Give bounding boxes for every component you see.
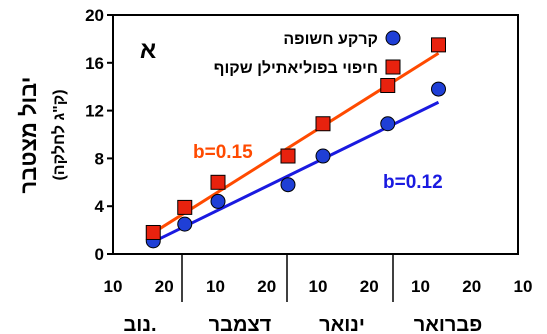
- y-tick-label-2: 8: [95, 149, 104, 168]
- y-tick-label-3: 12: [85, 102, 104, 121]
- trendline-label-mulch: b=0.15: [193, 142, 253, 163]
- point-s1-0: [145, 224, 161, 240]
- y-tick-label-4: 16: [85, 54, 104, 73]
- point-s1-3: [280, 148, 296, 164]
- panel-label: א: [140, 37, 156, 64]
- point-s1-5: [380, 78, 396, 94]
- point-s1-6: [431, 37, 446, 53]
- x-tick-label-3: 20: [257, 277, 276, 296]
- point-s0-4: [315, 148, 331, 164]
- x-tick-label-0: 10: [104, 277, 123, 296]
- x-tick-label-7: 20: [462, 277, 481, 296]
- legend-marker-plastic-mulch: [385, 59, 401, 75]
- x-tick-label-4: 10: [309, 277, 328, 296]
- y-tick-label-1: 4: [95, 197, 105, 216]
- point-s0-2: [210, 193, 226, 209]
- month-label-dec: דצמבר: [209, 314, 272, 334]
- point-s0-3: [280, 177, 296, 193]
- y-tick-label-0: 0: [95, 245, 104, 264]
- point-s1-1: [177, 199, 193, 215]
- month-labels: נוב. דצמבר ינואר פברואר: [123, 314, 482, 334]
- legend: קרקע חשופה חיפוי בפוליאתילן שקוף: [214, 30, 401, 77]
- legend-label-plastic-mulch: חיפוי בפוליאתילן שקוף: [214, 59, 378, 77]
- point-s0-5: [380, 116, 396, 132]
- point-s1-2: [210, 174, 226, 190]
- plot-frame: [112, 14, 519, 255]
- point-s1-4: [315, 116, 331, 132]
- plot-frame-group: [112, 14, 519, 255]
- legend-marker-bare-soil: [385, 30, 401, 46]
- x-tick-label-5: 20: [360, 277, 379, 296]
- y-axis-title: יבול מצטבר: [16, 77, 41, 194]
- x-tick-label-1: 20: [155, 277, 174, 296]
- point-s0-1: [177, 216, 193, 232]
- y-axis-unit: (ק"ג לחלקה): [50, 89, 68, 180]
- x-tick-label-2: 10: [206, 277, 225, 296]
- x-tick-label-6: 10: [411, 277, 430, 296]
- y-tick-label-5: 20: [85, 6, 104, 25]
- legend-label-bare-soil: קרקע חשופה: [283, 31, 378, 48]
- point-s0-6: [431, 81, 446, 97]
- y-tick-labels: 0 4 8 12 16 20: [85, 6, 113, 264]
- x-tick-labels: 10 20 10 20 10 20 10 20 10: [104, 254, 533, 302]
- month-label-jan: ינואר: [319, 314, 365, 334]
- trendline-label-bare: b=0.12: [383, 172, 443, 193]
- data-points: [145, 37, 446, 249]
- x-tick-label-8: 10: [514, 277, 533, 296]
- month-label-nov: נוב.: [123, 314, 156, 334]
- month-label-feb: פברואר: [414, 314, 483, 334]
